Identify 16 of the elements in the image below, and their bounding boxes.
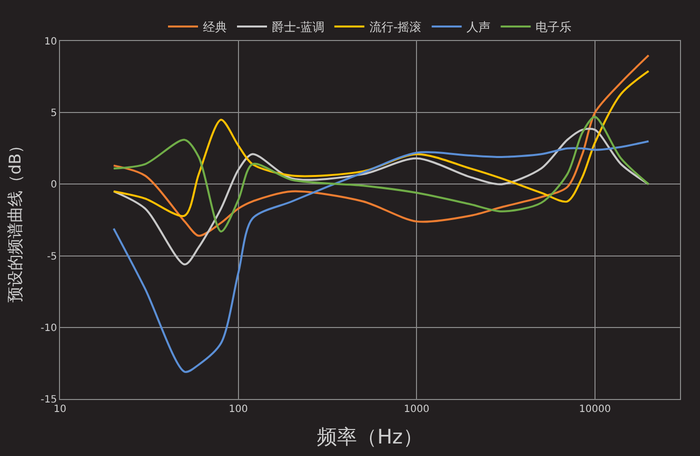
x-tick-label: 10000 [579, 404, 611, 415]
legend-label: 经典 [203, 20, 227, 34]
y-tick-label: 0 [50, 180, 57, 191]
legend-label: 电子乐 [536, 20, 572, 34]
legend-label: 流行-摇滚 [369, 20, 422, 34]
legend-label: 爵士-蓝调 [272, 20, 324, 34]
x-tick-label: 100 [228, 404, 248, 415]
x-tick-label: 1000 [404, 404, 430, 415]
y-tick-label: -5 [47, 251, 57, 262]
y-tick-label: 5 [50, 108, 57, 120]
legend-label: 人声 [466, 20, 491, 34]
x-axis-title: 频率（Hz） [317, 424, 423, 448]
y-tick-label: 10 [44, 36, 57, 48]
y-axis-title: 预设的频谱曲线（dB） [6, 137, 25, 303]
y-tick-label: -15 [40, 394, 57, 406]
y-tick-label: -10 [40, 322, 57, 334]
